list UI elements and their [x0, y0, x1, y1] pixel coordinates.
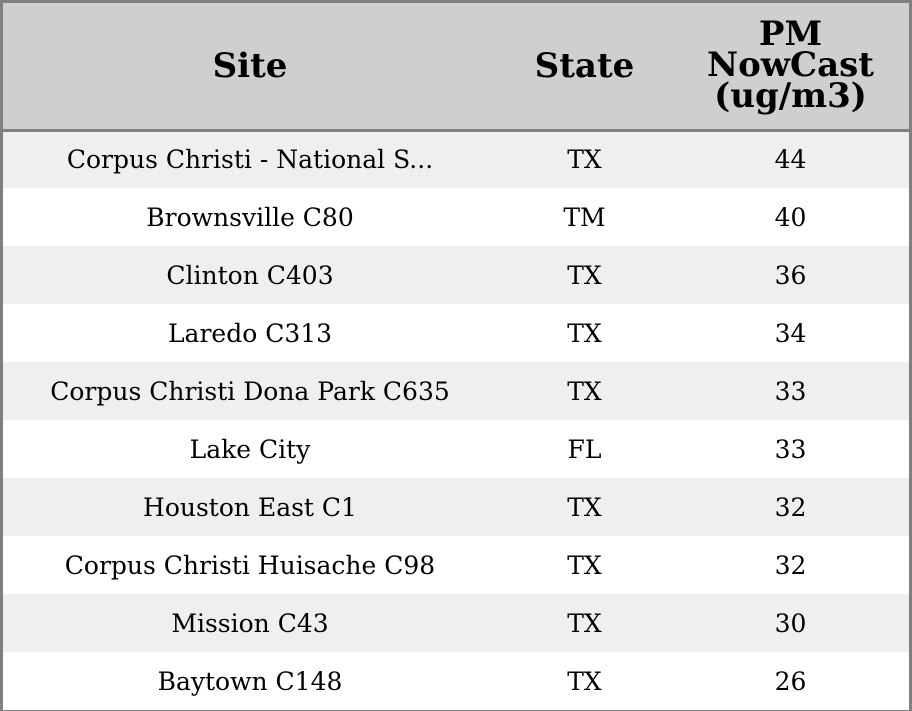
cell-pm: 26: [774, 666, 807, 696]
header-pm-line3: (ug/m3): [714, 76, 867, 117]
table-row: Clinton C403 TX 36: [3, 246, 909, 304]
cell-state: FL: [567, 434, 602, 464]
header-pm-nowcast[interactable]: PM NowCast (ug/m3): [672, 3, 909, 130]
table-row: Lake City FL 33: [3, 420, 909, 478]
cell-state: TM: [563, 202, 606, 232]
cell-site: Mission C43: [171, 608, 329, 638]
table-row: Brownsville C80 TM 40: [3, 188, 909, 246]
cell-state: TX: [567, 492, 602, 522]
cell-site: Corpus Christi - National S...: [66, 145, 434, 175]
cell-site: Lake City: [189, 434, 311, 464]
table-row: Corpus Christi Dona Park C635 TX 33: [3, 362, 909, 420]
cell-state: TX: [567, 666, 602, 696]
cell-pm: 32: [774, 550, 807, 580]
header-pm-line2: NowCast: [707, 45, 874, 86]
table-row: Baytown C148 TX 26: [3, 652, 909, 710]
cell-state: TX: [567, 376, 602, 406]
cell-pm: 44: [774, 145, 807, 175]
header-site[interactable]: Site: [212, 45, 288, 86]
cell-pm: 40: [774, 202, 807, 232]
cell-state: TX: [567, 608, 602, 638]
cell-pm: 36: [774, 260, 807, 290]
cell-state: TX: [567, 550, 602, 580]
table-row: Houston East C1 TX 32: [3, 478, 909, 536]
cell-state: TX: [567, 145, 602, 175]
cell-site: Clinton C403: [166, 260, 334, 290]
cell-pm: 30: [774, 608, 807, 638]
cell-state: TX: [567, 260, 602, 290]
cell-site: Brownsville C80: [146, 202, 354, 232]
header-pm-line1: PM: [758, 14, 823, 55]
cell-state: TX: [567, 318, 602, 348]
cell-pm: 33: [774, 376, 807, 406]
table-row: Laredo C313 TX 34: [3, 304, 909, 362]
header-state[interactable]: State: [534, 45, 635, 86]
cell-site: Laredo C313: [167, 318, 333, 348]
table-row: Mission C43 TX 30: [3, 594, 909, 652]
table-header-row: Site State PM NowCast (ug/m3): [3, 3, 909, 130]
cell-pm: 32: [774, 492, 807, 522]
cell-site: Corpus Christi Dona Park C635: [50, 376, 450, 406]
cell-pm: 33: [774, 434, 807, 464]
cell-site: Baytown C148: [157, 666, 343, 696]
pm-nowcast-table: Site State PM NowCast (ug/m3) Corpus Chr…: [3, 3, 909, 710]
cell-pm: 34: [774, 318, 807, 348]
cell-site: Corpus Christi Huisache C98: [64, 550, 436, 580]
table-row: Corpus Christi - National S... TX 44: [3, 130, 909, 188]
cell-site: Houston East C1: [143, 492, 357, 522]
table-row: Corpus Christi Huisache C98 TX 32: [3, 536, 909, 594]
